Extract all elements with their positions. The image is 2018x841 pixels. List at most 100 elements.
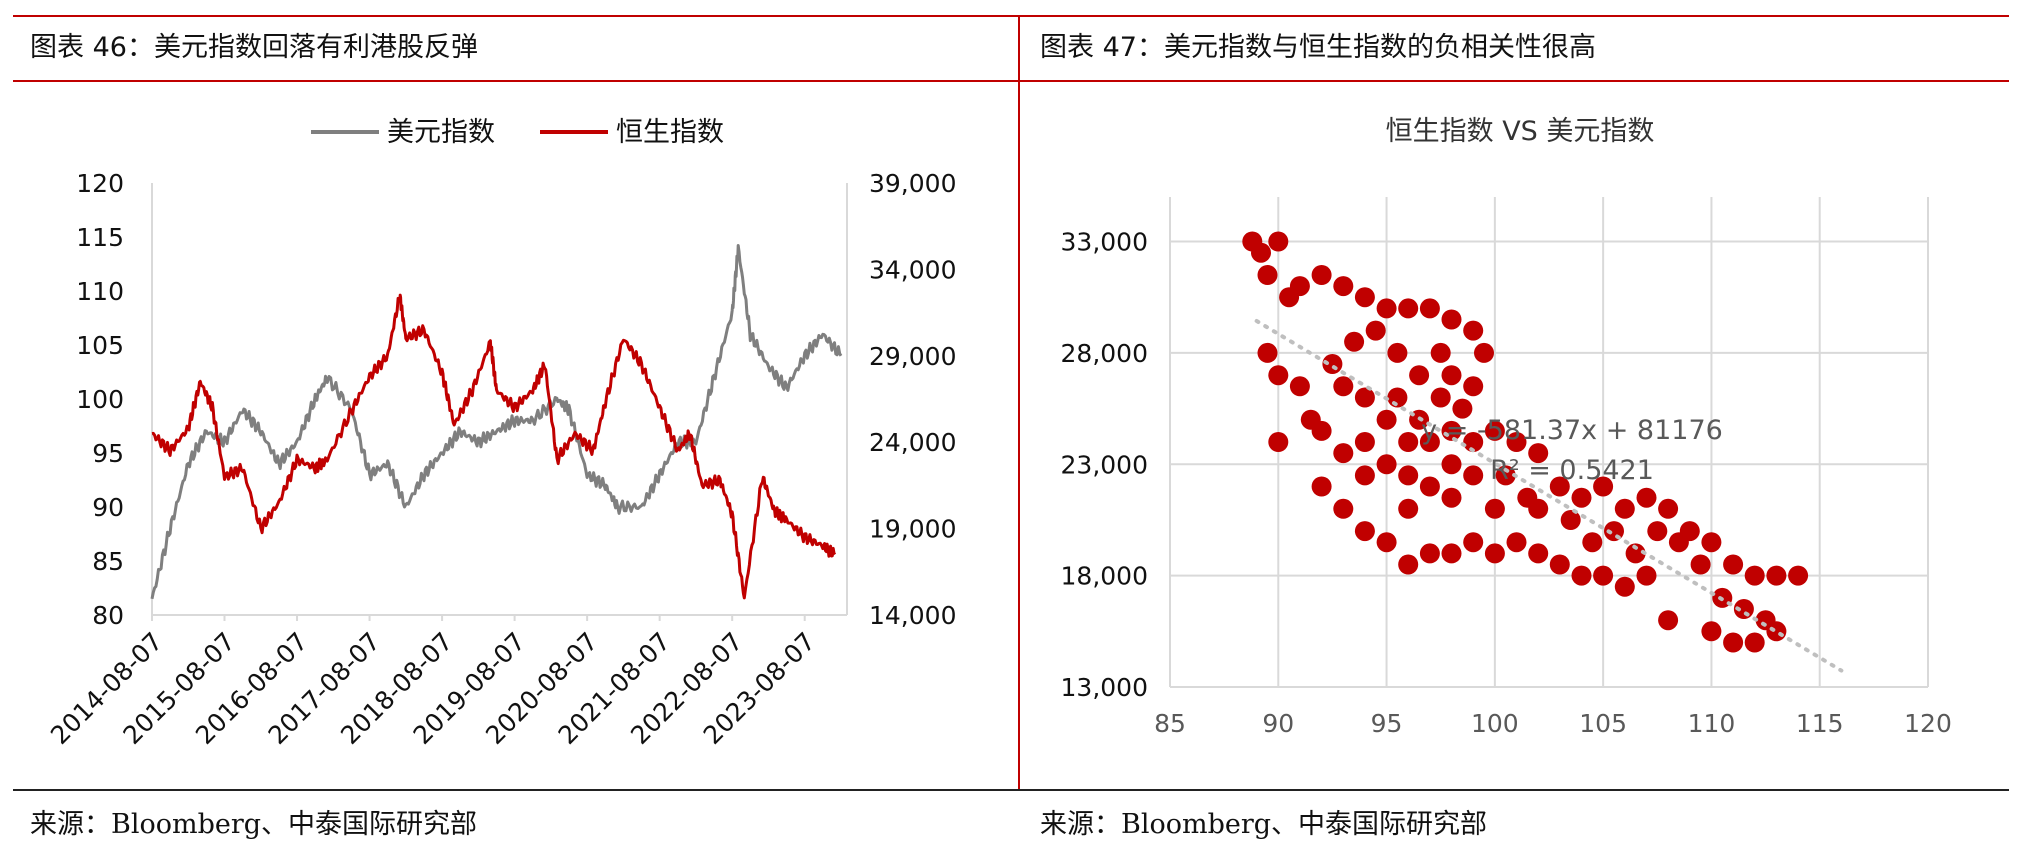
scatter-point [1463,320,1484,341]
scatter-point [1788,565,1809,586]
right-y-tick-label: 39,000 [869,169,956,198]
x-tick-label: 100 [1471,709,1519,738]
right-y-tick-label: 29,000 [869,342,956,371]
scatter-point [1582,532,1603,553]
scatter-point [1636,565,1657,586]
scatter-point [1311,265,1332,285]
scatter-point [1528,543,1549,564]
left-y-tick-label: 110 [76,277,124,306]
scatter-point [1549,476,1570,497]
x-tick-label: 115 [1796,709,1844,738]
x-tick-label: 90 [1262,709,1294,738]
trend-r-squared: R² = 0.5421 [1490,455,1654,486]
scatter-point [1430,387,1451,408]
line-legend: 美元指数 恒生指数 [311,117,724,148]
scatter-point [1441,543,1462,564]
hsi-vs-usd-scatter-chart: 恒生指数 VS 美元指数 85 90 95 100 105 110 115 120 13,000… [1061,116,1952,738]
y-tick-label: 18,000 [1061,562,1148,591]
left-y-tick-label: 100 [76,385,124,414]
scatter-point [1365,320,1386,341]
scatter-point [1441,454,1462,475]
scatter-point [1419,432,1440,452]
scatter-point [1441,309,1462,330]
left-y-tick-label: 115 [76,223,124,252]
scatter-point [1419,298,1440,319]
scatter-point [1701,621,1722,642]
scatter-point [1528,498,1549,519]
scatter-point [1593,565,1614,586]
scatter-point [1376,454,1397,475]
scatter-point [1766,621,1787,642]
x-tick-label: 120 [1904,709,1952,738]
scatter-point [1463,432,1484,452]
scatter-point [1484,543,1505,564]
usd-hsi-line-chart: 美元指数 恒生指数 80 85 90 95 100 105 110 115 120 14,000 19… [45,117,956,750]
scatter-point [1668,532,1689,553]
scatter-point [1463,376,1484,397]
scatter-point [1354,432,1375,452]
scatter-point [1268,432,1289,452]
legend-label: 美元指数 [387,117,495,148]
right-y-tick-label: 19,000 [869,515,956,544]
usd-index-line [150,244,843,600]
scatter-point [1398,298,1419,319]
left-y-tick-label: 105 [76,331,124,360]
scatter-point [1549,554,1570,575]
scatter-point [1354,521,1375,542]
scatter-point [1268,231,1289,252]
y-tick-label: 13,000 [1061,673,1148,702]
left-y-tick-label: 95 [92,439,124,468]
x-tick-label: 105 [1579,709,1627,738]
scatter-point [1311,420,1332,441]
scatter-point [1268,365,1289,386]
scatter-point [1398,465,1419,486]
left-y-tick-label: 120 [76,169,124,198]
scatter-point [1452,398,1473,419]
right-source: 来源：Bloomberg、中泰国际研究部 [1040,809,1488,840]
scatter-point [1354,465,1375,486]
scatter-point [1647,521,1668,542]
y-tick-label: 28,000 [1061,339,1148,368]
scatter-point [1744,632,1765,653]
scatter-point [1636,487,1657,508]
scatter-point [1474,342,1494,363]
left-y-tick-label: 90 [92,493,124,522]
scatter-point [1506,432,1527,452]
scatter-point [1376,409,1397,430]
right-panel-title: 图表 47：美元指数与恒生指数的负相关性很高 [1040,32,1596,63]
scatter-point [1376,298,1397,319]
scatter-point [1398,554,1419,575]
header-rule [13,80,2009,82]
scatter-point [1593,476,1614,497]
right-y-tick-label: 14,000 [869,601,956,630]
scatter-point [1354,287,1375,308]
scatter-point [1257,265,1278,285]
scatter-point [1333,498,1354,519]
trend-equation: y = -581.37x + 81176 [1421,415,1723,446]
scatter-point [1441,487,1462,508]
scatter-point [1658,498,1679,519]
scatter-point [1257,342,1278,363]
bottom-rule [13,789,2009,791]
scatter-trendline [1254,318,1844,673]
scatter-point [1354,387,1375,408]
scatter-point [1506,532,1527,553]
scatter-point [1409,365,1430,386]
panel-divider [1018,15,1020,789]
scatter-point [1625,543,1646,564]
scatter-point [1441,365,1462,386]
legend-label: 恒生指数 [616,117,724,148]
scatter-point [1387,342,1408,363]
scatter-point [1430,342,1451,363]
scatter-point [1571,487,1592,508]
scatter-point [1723,554,1744,575]
y-tick-label: 33,000 [1061,228,1148,257]
scatter-title: 恒生指数 VS 美元指数 [1386,116,1655,147]
scatter-axis-labels: 85 90 95 100 105 110 115 120 13,000 18,000 23,000 2… [1061,228,1952,738]
trendline [1254,318,1844,673]
scatter-point [1571,565,1592,586]
scatter-point [1690,554,1711,575]
scatter-point [1560,510,1581,530]
scatter-point [1614,498,1635,519]
x-tick-label: 110 [1688,709,1736,738]
